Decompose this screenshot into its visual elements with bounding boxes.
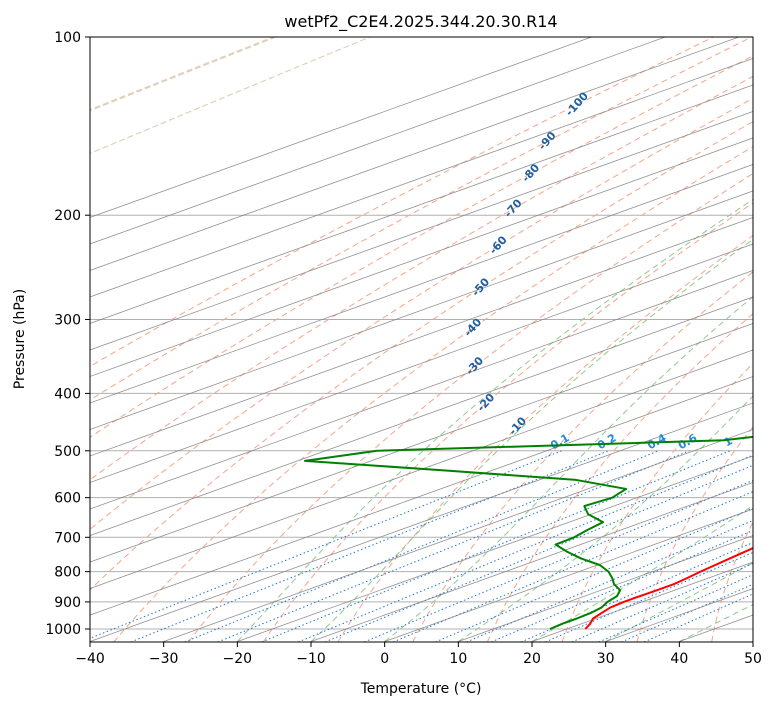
dewpoint-line <box>303 435 753 630</box>
isotherm-line <box>90 243 753 483</box>
isotherm-line <box>90 37 666 245</box>
isotherm-grid <box>90 37 753 642</box>
y-tick-label: 700 <box>54 530 81 546</box>
isotherm-line <box>90 164 753 404</box>
y-tick-label: 300 <box>54 312 81 328</box>
mixing-ratio-line <box>261 450 731 642</box>
isotherm-line <box>90 296 753 536</box>
x-tick-label: 10 <box>449 651 467 667</box>
isotherm-line <box>90 37 740 271</box>
isotherm-line <box>90 402 753 642</box>
y-axis-label: Pressure (hPa) <box>12 289 28 389</box>
isotherm-line <box>90 376 753 616</box>
moist-adiabat-line <box>531 504 753 642</box>
dry-adiabat-line <box>90 37 714 367</box>
isotherm-line <box>456 535 753 642</box>
mixing-ratio-line <box>466 519 753 642</box>
x-tick-label: 50 <box>744 651 762 667</box>
isotherm-line <box>90 37 592 218</box>
temperature-line <box>584 547 753 630</box>
isotherm-line <box>90 190 753 430</box>
x-tick-label: 40 <box>670 651 688 667</box>
x-tick-label: 30 <box>597 651 615 667</box>
dry-adiabat-line <box>90 55 753 438</box>
mixing-ratio-line <box>130 450 609 642</box>
isotherm-line <box>90 217 753 457</box>
dry-adiabat-line <box>90 75 753 481</box>
chart-title: wetPf2_C2E4.2025.344.20.30.R14 <box>284 12 557 32</box>
plot-frame <box>89 36 754 643</box>
y-tick-label: 200 <box>54 208 81 224</box>
dry-adiabat-line <box>90 97 753 530</box>
x-tick-label: −30 <box>149 651 179 667</box>
x-tick-label: −40 <box>75 651 105 667</box>
mixing-ratio-line <box>364 479 753 642</box>
y-tick-label: 400 <box>54 386 81 402</box>
y-tick-label: 500 <box>54 444 81 460</box>
sounding-series <box>303 435 753 630</box>
dry-adiabat-line <box>90 37 752 401</box>
isotherm-line <box>751 641 753 642</box>
plot-background <box>90 37 753 642</box>
y-tick-label: 900 <box>54 595 81 611</box>
isotherm-line <box>90 323 753 563</box>
y-tick-label: 100 <box>54 30 81 46</box>
isotherm-line <box>383 508 753 642</box>
isotherm-line <box>162 429 753 642</box>
x-tick-label: 20 <box>523 651 541 667</box>
y-tick-label: 600 <box>54 491 81 507</box>
axis-ticks: −40 −30 −20 −10 0 10 20 30 40 50 100 200 300 400 500 60… <box>45 30 762 667</box>
isotherm-line <box>90 58 753 298</box>
x-tick-label: −10 <box>296 651 326 667</box>
isotherm-line <box>90 111 753 351</box>
mixing-ratio-label: 1.5 <box>750 431 773 452</box>
dry-adiabat-line <box>561 362 753 642</box>
moist-adiabat-line <box>458 395 753 642</box>
y-tick-label: 1000 <box>45 622 81 638</box>
isotherm-line <box>90 84 753 324</box>
x-tick-label: −20 <box>223 651 253 667</box>
dry-adiabat-line <box>90 121 753 591</box>
mixing-ratio-line <box>184 450 659 642</box>
moist-adiabat-line <box>236 198 753 642</box>
mixing-ratio-line <box>491 529 753 642</box>
isotherm-line <box>90 270 753 510</box>
isotherm-line <box>235 455 753 642</box>
isotherm-line <box>90 137 753 377</box>
isotherm-line <box>90 349 753 589</box>
isotherm-line <box>309 482 753 642</box>
mixing-ratio-line <box>217 450 690 642</box>
dry-adiabat-line <box>188 172 753 642</box>
y-tick-label: 800 <box>54 565 81 581</box>
x-axis-label: Temperature (°C) <box>360 681 482 697</box>
x-tick-label: 0 <box>380 651 389 667</box>
